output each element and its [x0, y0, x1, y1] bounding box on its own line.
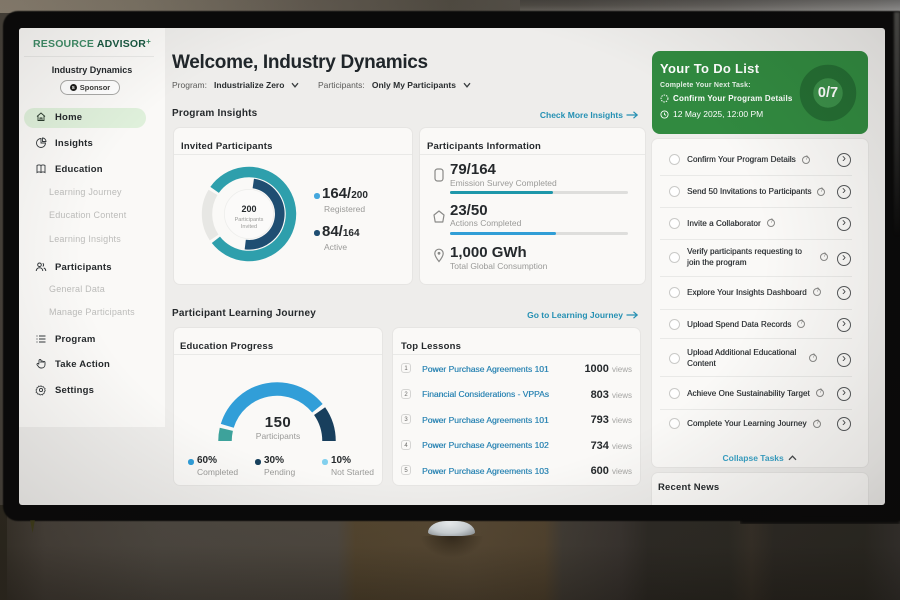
- svg-text:200: 200: [241, 204, 256, 214]
- svg-text:Participants: Participants: [235, 217, 264, 223]
- svg-text:Invited: Invited: [241, 224, 257, 230]
